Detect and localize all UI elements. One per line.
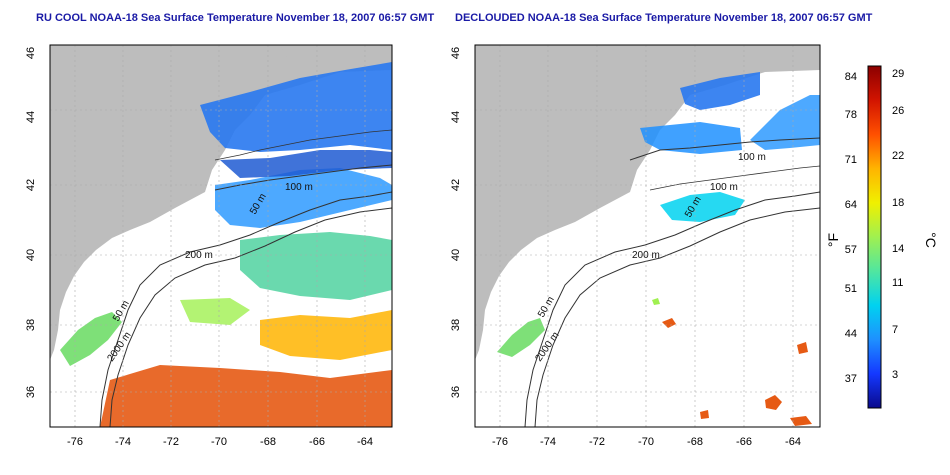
cbar-f-tick-37: 37 <box>845 373 857 385</box>
left-mid-water-patches <box>180 298 250 325</box>
right-map-panel: 100 m 100 m 50 m 200 m 50 m 2000 m 46 44… <box>450 44 821 448</box>
right-contour-100m <box>629 137 820 161</box>
left-contour-label-100m: 100 m <box>285 182 313 193</box>
right-land-mass <box>475 45 820 360</box>
right-lat-tick-46: 46 <box>450 47 462 59</box>
left-lon-tick-66: -66 <box>309 436 325 448</box>
cbar-f-tick-57: 57 <box>845 244 857 256</box>
right-contour-label-100m-east: 100 m <box>738 152 766 163</box>
left-lat-tick-36: 36 <box>25 386 37 398</box>
right-warm-spot-3 <box>765 395 782 410</box>
left-warm-water-east <box>260 310 392 360</box>
left-lon-tick-64: -64 <box>357 436 373 448</box>
right-contour-200m <box>524 191 820 427</box>
right-contour-label-200m: 200 m <box>632 250 660 261</box>
left-lon-tick-74: -74 <box>115 436 131 448</box>
right-lon-tick-70: -70 <box>638 436 654 448</box>
left-cold-water-gulf-maine <box>200 62 392 152</box>
cbar-c-tick-29: 29 <box>892 68 904 80</box>
right-grid <box>475 45 820 427</box>
left-lon-axis: -76 -74 -72 -70 -68 -66 -64 <box>67 436 373 448</box>
right-warm-spot-2 <box>797 342 808 354</box>
right-cold-water-gulf <box>640 122 742 154</box>
left-land-mass <box>50 45 392 360</box>
colorbar-gradient <box>867 65 882 409</box>
right-warm-spot-5 <box>790 416 812 426</box>
cbar-c-tick-3: 3 <box>892 369 898 381</box>
right-lon-tick-66: -66 <box>736 436 752 448</box>
left-mid-water-south <box>240 232 392 300</box>
right-warm-spot-4 <box>700 410 709 419</box>
right-lat-tick-38: 38 <box>450 319 462 331</box>
left-lat-tick-38: 38 <box>25 319 37 331</box>
left-cold-water-georges <box>215 168 392 228</box>
left-lon-tick-68: -68 <box>260 436 276 448</box>
cbar-f-tick-51: 51 <box>845 283 857 295</box>
right-lat-axis: 46 44 42 40 38 36 <box>450 47 462 398</box>
cbar-c-tick-18: 18 <box>892 197 904 209</box>
left-contour-50m <box>214 129 392 161</box>
colorbar-celsius-ticks: 29 26 22 18 14 11 7 3 <box>892 68 904 381</box>
cbar-f-tick-71: 71 <box>845 154 857 166</box>
right-lon-tick-68: -68 <box>687 436 703 448</box>
left-nova-scotia-land <box>280 45 392 82</box>
left-lat-tick-40: 40 <box>25 249 37 261</box>
left-map-frame <box>49 44 393 428</box>
right-lon-tick-76: -76 <box>492 436 508 448</box>
right-lat-tick-42: 42 <box>450 179 462 191</box>
cbar-c-tick-26: 26 <box>892 105 904 117</box>
right-lon-tick-74: -74 <box>540 436 556 448</box>
colorbar-celsius-unit: °C <box>923 232 939 248</box>
right-coastal-green-strip <box>497 318 545 357</box>
right-contour-2000m <box>534 207 820 427</box>
right-lon-tick-72: -72 <box>589 436 605 448</box>
right-lon-axis: -76 -74 -72 -70 -68 -66 -64 <box>492 436 801 448</box>
right-map-frame <box>474 44 821 428</box>
left-warm-water-south <box>100 365 392 427</box>
left-lon-tick-76: -76 <box>67 436 83 448</box>
right-lon-tick-64: -64 <box>785 436 801 448</box>
right-warm-spot-1 <box>662 318 676 328</box>
colorbar: 84 78 71 64 57 51 44 37 29 26 22 18 14 1… <box>825 65 939 409</box>
right-map-title: DECLOUDED NOAA-18 Sea Surface Temperatur… <box>455 12 873 24</box>
right-contour-label-100m-mid: 100 m <box>710 182 738 193</box>
left-map-panel: 100 m 50 m 200 m 50 m 2000 m 46 44 42 40… <box>25 44 393 448</box>
left-map-title: RU COOL NOAA-18 Sea Surface Temperature … <box>36 12 435 24</box>
cbar-f-tick-84: 84 <box>845 71 857 83</box>
left-lon-tick-70: -70 <box>211 436 227 448</box>
cbar-c-tick-14: 14 <box>892 243 904 255</box>
left-contour-200m <box>99 191 392 427</box>
cbar-f-tick-64: 64 <box>845 199 857 211</box>
right-mid-spot <box>652 298 660 305</box>
colorbar-fahrenheit-unit: °F <box>825 233 841 247</box>
right-cold-water-nova <box>750 95 820 150</box>
cbar-f-tick-78: 78 <box>845 109 857 121</box>
cbar-c-tick-11: 11 <box>892 277 903 289</box>
left-lat-tick-46: 46 <box>25 47 37 59</box>
left-contour-2000m <box>109 207 392 427</box>
left-lat-axis: 46 44 42 40 38 36 <box>25 47 37 398</box>
left-lon-tick-72: -72 <box>163 436 179 448</box>
right-lat-tick-40: 40 <box>450 249 462 261</box>
cbar-c-tick-22: 22 <box>892 150 904 162</box>
colorbar-fahrenheit-ticks: 84 78 71 64 57 51 44 37 <box>845 71 857 385</box>
right-cold-water-north <box>680 72 760 110</box>
cbar-c-tick-7: 7 <box>892 324 898 336</box>
left-lat-tick-44: 44 <box>25 111 37 123</box>
left-coastal-green-strip <box>60 312 122 366</box>
right-contour-50m <box>649 165 820 191</box>
left-lat-tick-42: 42 <box>25 179 37 191</box>
left-cold-water-band <box>220 150 392 178</box>
left-contour-label-200m: 200 m <box>185 250 213 261</box>
right-lat-tick-36: 36 <box>450 386 462 398</box>
right-lat-tick-44: 44 <box>450 111 462 123</box>
left-grid <box>50 45 392 427</box>
cbar-f-tick-44: 44 <box>845 328 857 340</box>
